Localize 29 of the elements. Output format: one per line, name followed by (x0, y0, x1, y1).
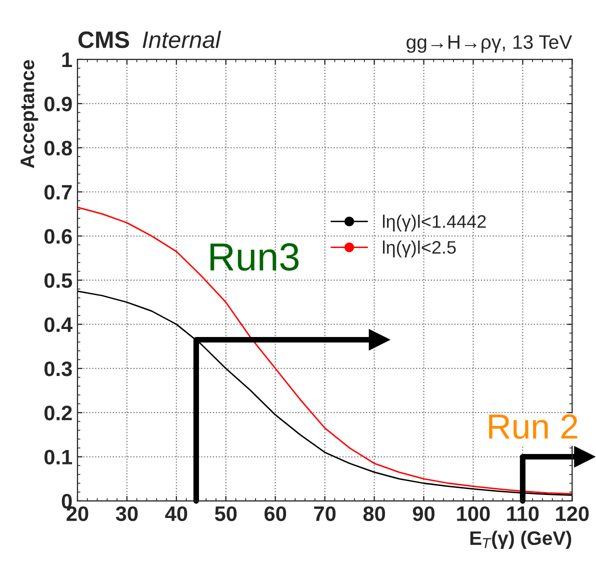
x-tick-label: 90 (412, 506, 434, 522)
chart-subtitle: Internal (142, 30, 222, 48)
legend-label: lη(γ)l<1.4442 (382, 214, 486, 232)
y-tick-label: 1 (62, 52, 72, 67)
y-tick-label: 0.1 (44, 450, 72, 465)
y-tick-label: 0.2 (44, 406, 72, 420)
x-axis-title: E$_{T}$(γ) (GeV) (470, 530, 572, 549)
y-axis-title: Acceptance (20, 60, 38, 168)
x-tick-label: 120 (556, 506, 589, 522)
x-tick-label: 110 (507, 506, 539, 522)
y-tick-label: 0.3 (44, 361, 72, 376)
y-tick-label: 0.6 (44, 229, 72, 244)
chart-title: CMS (78, 31, 130, 48)
x-tick-label: 30 (116, 506, 138, 522)
x-tick-label: 80 (363, 506, 386, 522)
x-tick-label: 50 (214, 506, 237, 522)
legend-label: lη(γ)l<2.5 (382, 240, 456, 258)
x-tick-label: 60 (264, 506, 286, 522)
text: gg→H→ργ, 13 TeV (406, 35, 572, 53)
annotation: Run3 (210, 243, 299, 271)
x-tick-label: 70 (314, 506, 336, 522)
y-tick-label: 0.4 (44, 317, 73, 332)
y-tick-label: 0.5 (44, 273, 72, 288)
y-tick-label: 0.9 (44, 96, 72, 112)
y-tick-label: 0.8 (44, 140, 72, 156)
y-tick-label: 0.7 (44, 184, 72, 200)
ref-line-label: Run 2 (489, 414, 578, 439)
x-tick-label: 100 (457, 506, 490, 522)
x-tick-label: 40 (165, 506, 188, 522)
